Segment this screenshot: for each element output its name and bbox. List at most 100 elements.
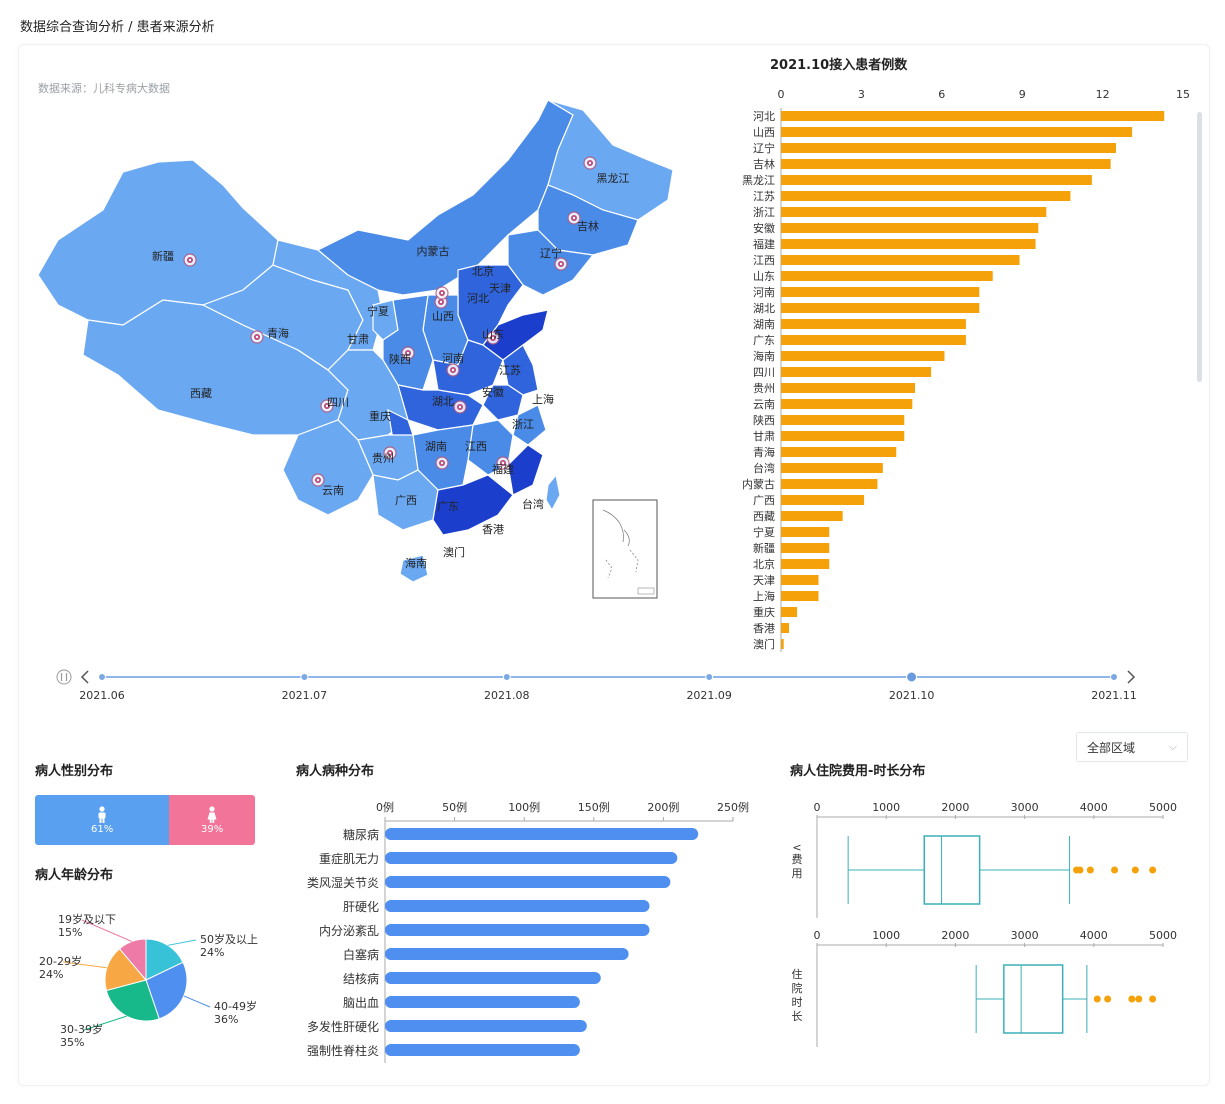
disease-bar[interactable] bbox=[385, 948, 629, 960]
box-outlier[interactable] bbox=[1111, 866, 1119, 874]
timeline-point[interactable] bbox=[705, 673, 714, 681]
map-pin-27[interactable] bbox=[311, 473, 325, 487]
pause-icon[interactable] bbox=[56, 669, 72, 685]
disease-bar[interactable] bbox=[385, 900, 650, 912]
province-bar[interactable] bbox=[781, 239, 1036, 249]
box-outlier[interactable] bbox=[1131, 866, 1139, 874]
age-slice[interactable] bbox=[145, 938, 184, 981]
province-jilin[interactable] bbox=[537, 184, 639, 256]
province-zhejiang[interactable] bbox=[512, 404, 547, 446]
box-outlier[interactable] bbox=[1093, 995, 1101, 1003]
scrollbar[interactable] bbox=[1197, 112, 1202, 382]
map-pin-26[interactable] bbox=[496, 456, 510, 470]
map-pin-15[interactable] bbox=[486, 331, 500, 345]
box-outlier[interactable] bbox=[1076, 866, 1084, 874]
province-bar[interactable] bbox=[781, 383, 915, 393]
province-bar[interactable] bbox=[781, 559, 830, 569]
province-taiwan[interactable] bbox=[545, 473, 561, 512]
map-pin-14[interactable] bbox=[446, 363, 460, 377]
boxplot-series[interactable] bbox=[847, 835, 1157, 905]
province-bar[interactable] bbox=[781, 639, 784, 649]
timeline-label[interactable]: 2021.10 bbox=[889, 689, 935, 702]
province-bar[interactable] bbox=[781, 143, 1116, 153]
timeline-point[interactable] bbox=[300, 673, 309, 681]
timeline-label[interactable]: 2021.06 bbox=[79, 689, 125, 702]
province-bar[interactable] bbox=[781, 527, 830, 537]
box-outlier[interactable] bbox=[1135, 995, 1143, 1003]
province-bar[interactable] bbox=[781, 367, 932, 377]
timeline-point[interactable] bbox=[906, 671, 918, 683]
province-bar[interactable] bbox=[781, 399, 913, 409]
province-bar[interactable] bbox=[781, 463, 883, 473]
province-bar[interactable] bbox=[781, 319, 966, 329]
province-bar[interactable] bbox=[781, 431, 905, 441]
timeline-label[interactable]: 2021.11 bbox=[1091, 689, 1137, 702]
province-bar[interactable] bbox=[781, 159, 1111, 169]
province-bar[interactable] bbox=[781, 111, 1165, 121]
province-bar[interactable] bbox=[781, 495, 865, 505]
box-outlier[interactable] bbox=[1128, 995, 1136, 1003]
province-bar[interactable] bbox=[781, 303, 980, 313]
prev-icon[interactable] bbox=[80, 670, 89, 684]
disease-bar[interactable] bbox=[385, 876, 671, 888]
box-outlier[interactable] bbox=[1104, 995, 1112, 1003]
region-select[interactable]: 全部区域 ⌵ bbox=[1076, 732, 1188, 762]
province-bar[interactable] bbox=[781, 287, 980, 297]
map-pin-24[interactable] bbox=[435, 456, 449, 470]
disease-bar[interactable] bbox=[385, 972, 601, 984]
map-pin-12[interactable] bbox=[435, 286, 449, 300]
province-bar[interactable] bbox=[781, 175, 1092, 185]
province-bar[interactable] bbox=[781, 271, 993, 281]
province-bar[interactable] bbox=[781, 351, 945, 361]
map-pin-0[interactable] bbox=[183, 253, 197, 267]
map-pin-2[interactable] bbox=[250, 330, 264, 344]
box-outlier[interactable] bbox=[1086, 866, 1094, 874]
timeline-label[interactable]: 2021.09 bbox=[686, 689, 732, 702]
next-icon[interactable] bbox=[1127, 670, 1136, 684]
province-bar[interactable] bbox=[781, 575, 819, 585]
province-bar[interactable] bbox=[781, 479, 878, 489]
disease-bar[interactable] bbox=[385, 996, 580, 1008]
province-yunnan[interactable] bbox=[282, 419, 374, 516]
age-slice[interactable] bbox=[145, 961, 188, 1020]
province-bar[interactable] bbox=[781, 415, 905, 425]
province-fujian[interactable] bbox=[507, 444, 544, 496]
province-bar[interactable] bbox=[781, 223, 1039, 233]
province-bar[interactable] bbox=[781, 335, 966, 345]
boxplot-series[interactable] bbox=[975, 964, 1157, 1034]
province-bar[interactable] bbox=[781, 591, 819, 601]
timeline-point[interactable] bbox=[98, 673, 106, 681]
province-bar[interactable] bbox=[781, 623, 790, 633]
age-slice[interactable] bbox=[104, 948, 147, 992]
disease-bar[interactable] bbox=[385, 828, 699, 840]
province-bar[interactable] bbox=[781, 207, 1047, 217]
timeline[interactable]: 2021.06 2021.07 2021.08 2021.09 2021.10 2021.… bbox=[50, 660, 1150, 710]
map-pin-13[interactable] bbox=[401, 346, 415, 360]
map-pin-6[interactable] bbox=[583, 156, 597, 170]
province-bar[interactable] bbox=[781, 191, 1071, 201]
map-pin-20[interactable] bbox=[320, 399, 334, 413]
province-bar[interactable] bbox=[781, 127, 1133, 137]
disease-bar[interactable] bbox=[385, 924, 650, 936]
timeline-point[interactable] bbox=[1110, 673, 1118, 681]
province-bar[interactable] bbox=[781, 447, 897, 457]
box-outlier[interactable] bbox=[1149, 995, 1157, 1003]
disease-bar[interactable] bbox=[385, 1020, 587, 1032]
map-pin-7[interactable] bbox=[567, 211, 581, 225]
timeline-label[interactable]: 2021.07 bbox=[282, 689, 328, 702]
map-pin-11[interactable] bbox=[434, 295, 448, 309]
timeline-label[interactable]: 2021.08 bbox=[484, 689, 530, 702]
box-outlier[interactable] bbox=[1149, 866, 1157, 874]
province-bar[interactable] bbox=[781, 511, 843, 521]
map-pin-23[interactable] bbox=[383, 446, 397, 460]
province-bar[interactable] bbox=[781, 607, 798, 617]
disease-bar[interactable] bbox=[385, 852, 678, 864]
province-bar[interactable] bbox=[781, 543, 830, 553]
province-guangdong[interactable] bbox=[432, 474, 514, 536]
province-hainan[interactable] bbox=[399, 554, 429, 583]
province-hubei[interactable] bbox=[397, 384, 484, 431]
disease-bar[interactable] bbox=[385, 1044, 580, 1056]
timeline-point[interactable] bbox=[502, 673, 511, 681]
map-pin-8[interactable] bbox=[554, 257, 568, 271]
map-pin-19[interactable] bbox=[453, 400, 467, 414]
